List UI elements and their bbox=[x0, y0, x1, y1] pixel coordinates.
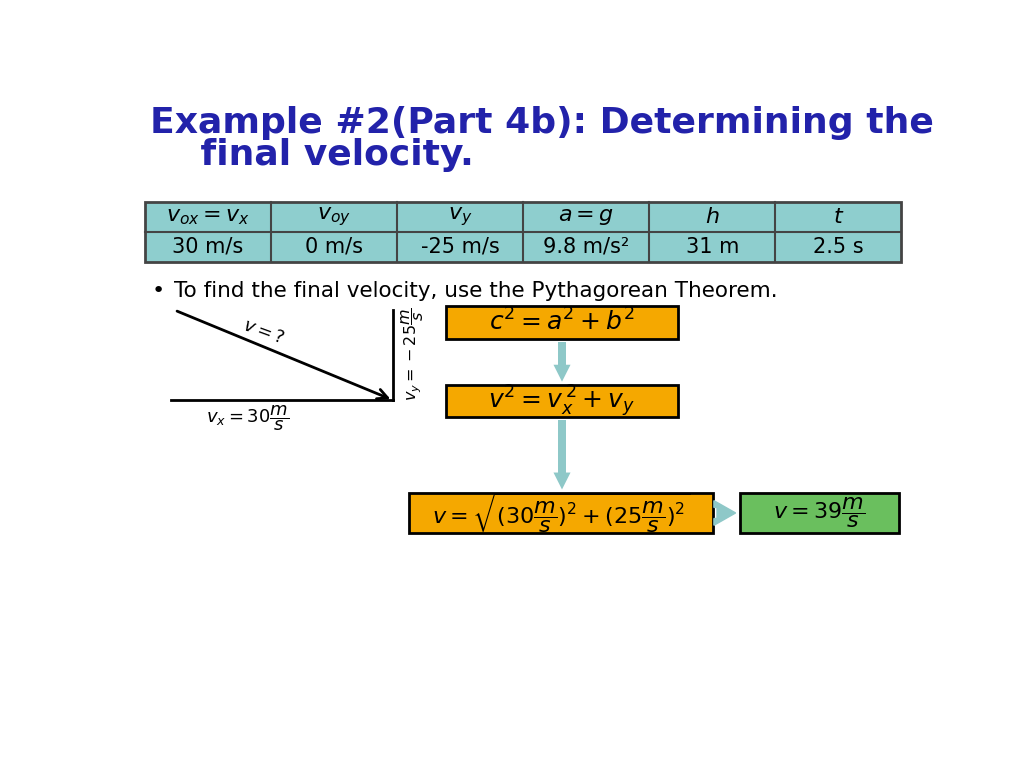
FancyBboxPatch shape bbox=[558, 342, 566, 365]
Text: $v^2 = v_x^{\,2} + v_y$: $v^2 = v_x^{\,2} + v_y$ bbox=[488, 383, 636, 419]
FancyBboxPatch shape bbox=[445, 306, 678, 339]
Text: $v_{ox} = v_x$: $v_{ox} = v_x$ bbox=[166, 207, 250, 227]
Text: •: • bbox=[152, 281, 165, 301]
Text: 9.8 m/s²: 9.8 m/s² bbox=[543, 237, 630, 257]
Text: $v = ?$: $v = ?$ bbox=[241, 316, 287, 347]
Polygon shape bbox=[554, 365, 570, 382]
FancyBboxPatch shape bbox=[740, 492, 899, 533]
Text: $t$: $t$ bbox=[833, 207, 844, 227]
FancyBboxPatch shape bbox=[445, 385, 678, 417]
FancyBboxPatch shape bbox=[409, 492, 713, 533]
Polygon shape bbox=[714, 501, 735, 525]
Text: final velocity.: final velocity. bbox=[150, 138, 473, 172]
Text: 2.5 s: 2.5 s bbox=[813, 237, 863, 257]
Text: $h$: $h$ bbox=[706, 207, 720, 227]
Text: To find the final velocity, use the Pythagorean Theorem.: To find the final velocity, use the Pyth… bbox=[174, 281, 778, 301]
Text: $v_y$: $v_y$ bbox=[447, 206, 472, 229]
Text: 0 m/s: 0 m/s bbox=[305, 237, 364, 257]
Text: $v_{oy}$: $v_{oy}$ bbox=[317, 206, 351, 229]
Text: -25 m/s: -25 m/s bbox=[421, 237, 500, 257]
Text: 30 m/s: 30 m/s bbox=[172, 237, 244, 257]
FancyBboxPatch shape bbox=[558, 420, 566, 472]
FancyBboxPatch shape bbox=[145, 202, 901, 262]
Text: $c^2 = a^2 + b^2$: $c^2 = a^2 + b^2$ bbox=[489, 309, 635, 336]
Text: $v = \sqrt{(30\dfrac{m}{s})^2+(25\dfrac{m}{s})^2}$: $v = \sqrt{(30\dfrac{m}{s})^2+(25\dfrac{… bbox=[432, 492, 690, 535]
Text: 31 m: 31 m bbox=[686, 237, 739, 257]
Text: Example #2(Part 4b): Determining the: Example #2(Part 4b): Determining the bbox=[150, 106, 934, 140]
Text: $v_x = 30\dfrac{m}{s}$: $v_x = 30\dfrac{m}{s}$ bbox=[206, 404, 289, 433]
Text: $v_y = -25\dfrac{m}{s}$: $v_y = -25\dfrac{m}{s}$ bbox=[399, 307, 426, 401]
Text: $v = 39\dfrac{m}{s}$: $v = 39\dfrac{m}{s}$ bbox=[773, 495, 866, 531]
Text: $a = g$: $a = g$ bbox=[558, 207, 614, 227]
Polygon shape bbox=[554, 472, 570, 489]
